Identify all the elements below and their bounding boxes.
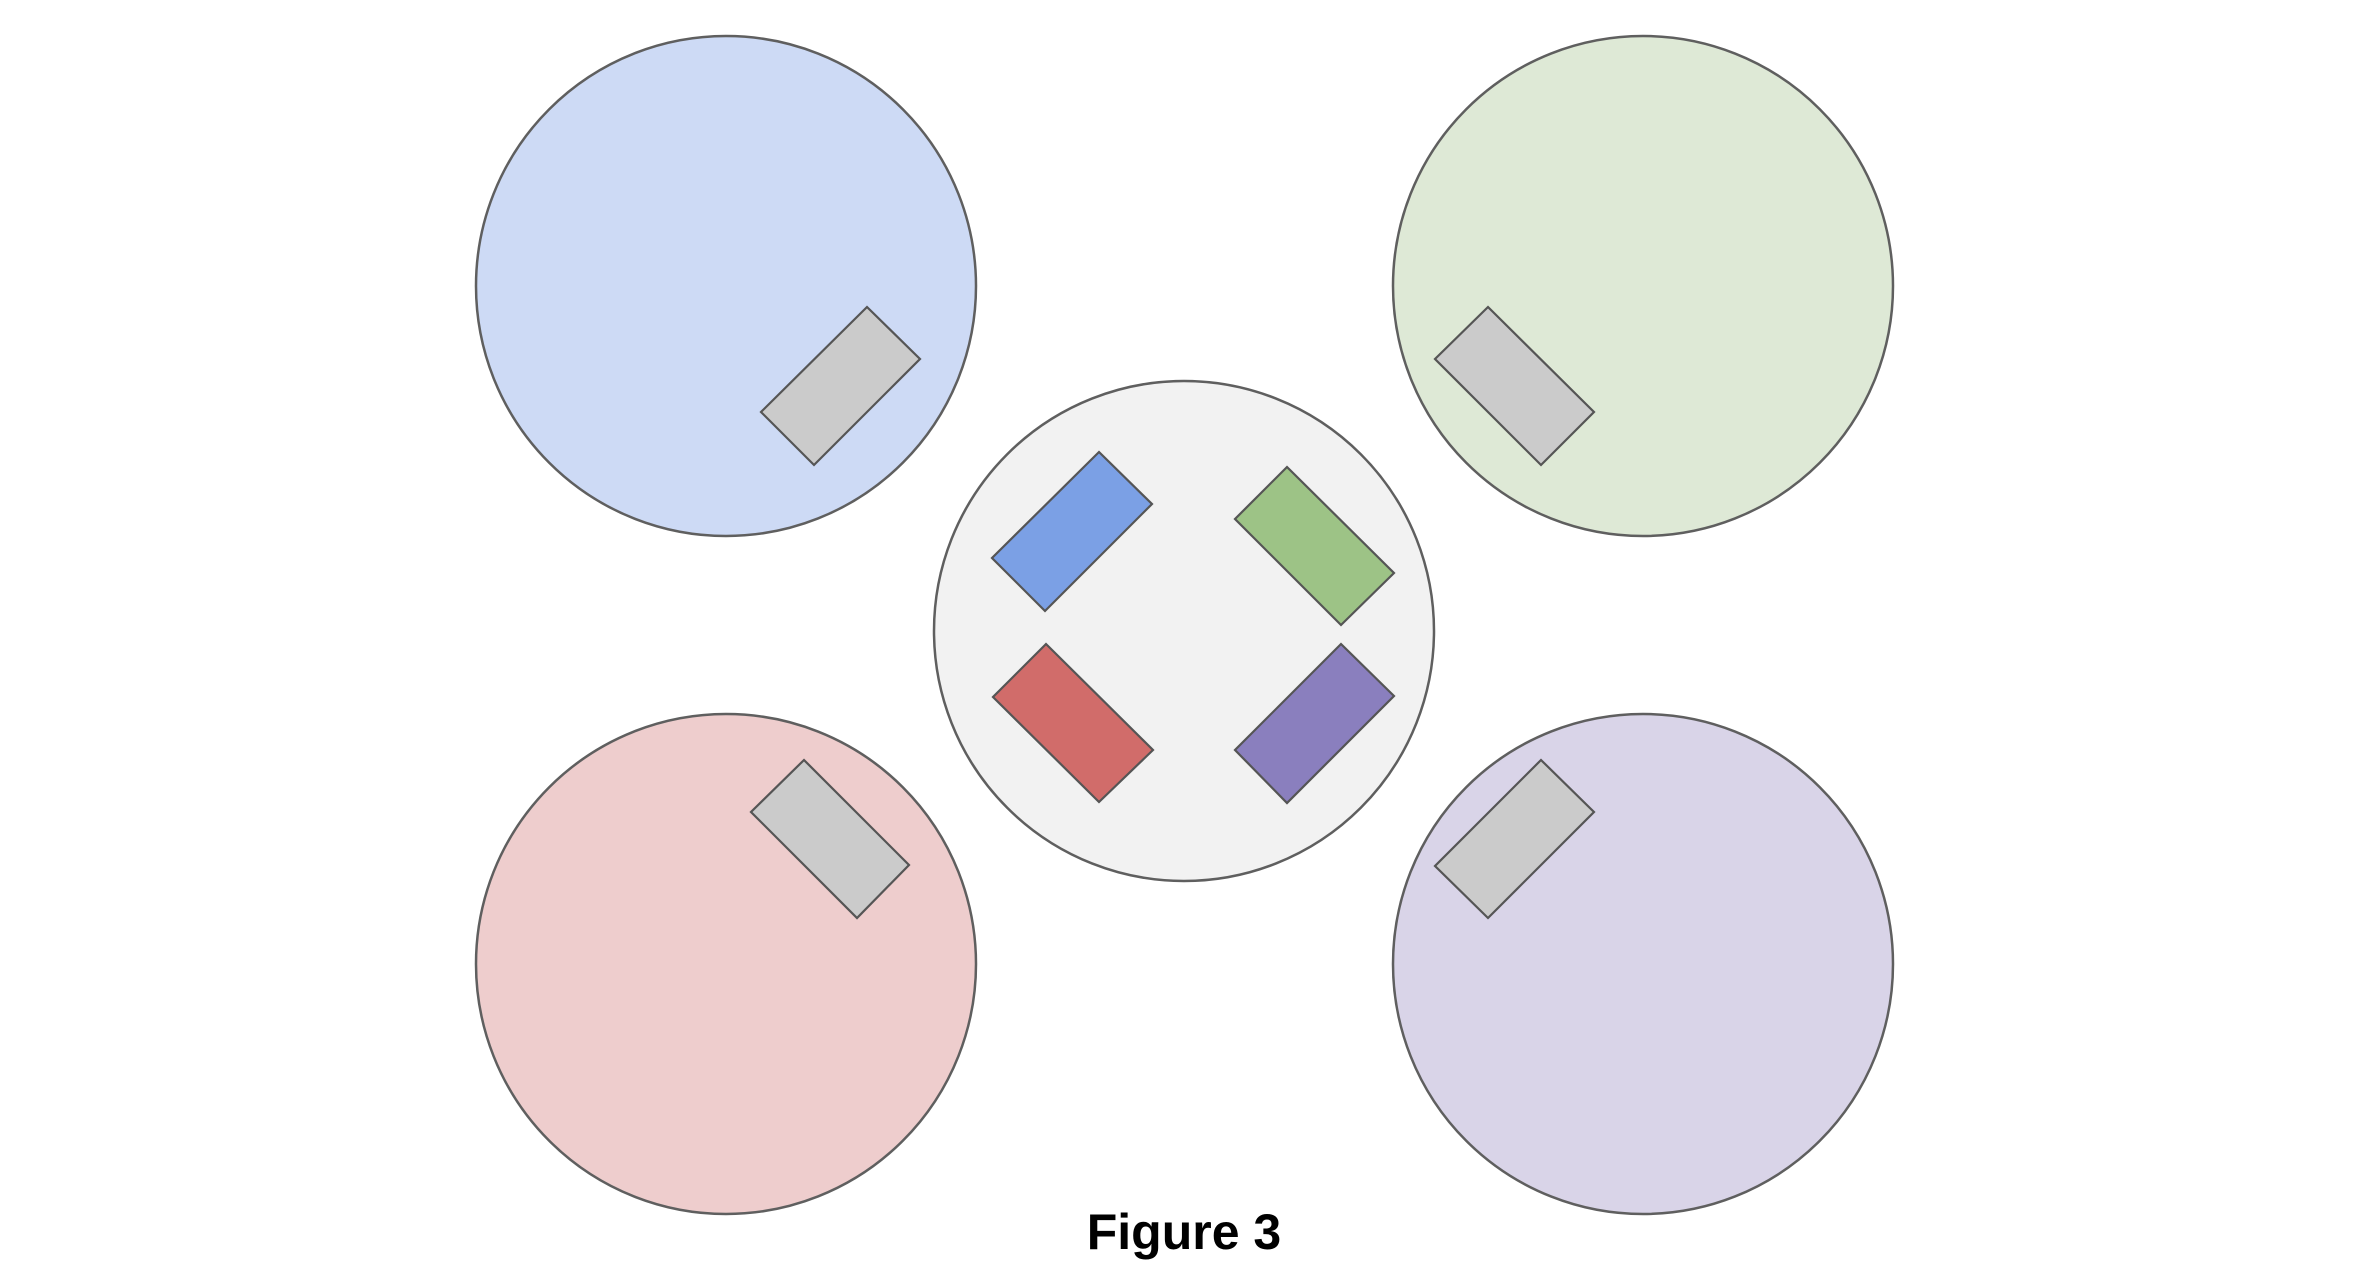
- center-circle: [932, 379, 1436, 883]
- top-right-circle: [1391, 34, 1895, 538]
- top-left-gray-rect: [759, 305, 922, 467]
- center-green-rect: [1233, 465, 1396, 627]
- center-purple-rect: [1233, 642, 1396, 805]
- bottom-right-gray-rect: [1433, 758, 1596, 920]
- top-left-circle: [474, 34, 978, 538]
- center-red-rect: [991, 642, 1155, 804]
- figure-caption: Figure 3: [1087, 1204, 1281, 1260]
- center-blue-rect: [990, 450, 1154, 613]
- bottom-left-gray-rect: [749, 758, 911, 920]
- top-right-gray-rect: [1433, 305, 1596, 467]
- bottom-right-circle: [1391, 712, 1895, 1216]
- bottom-left-circle: [474, 712, 978, 1216]
